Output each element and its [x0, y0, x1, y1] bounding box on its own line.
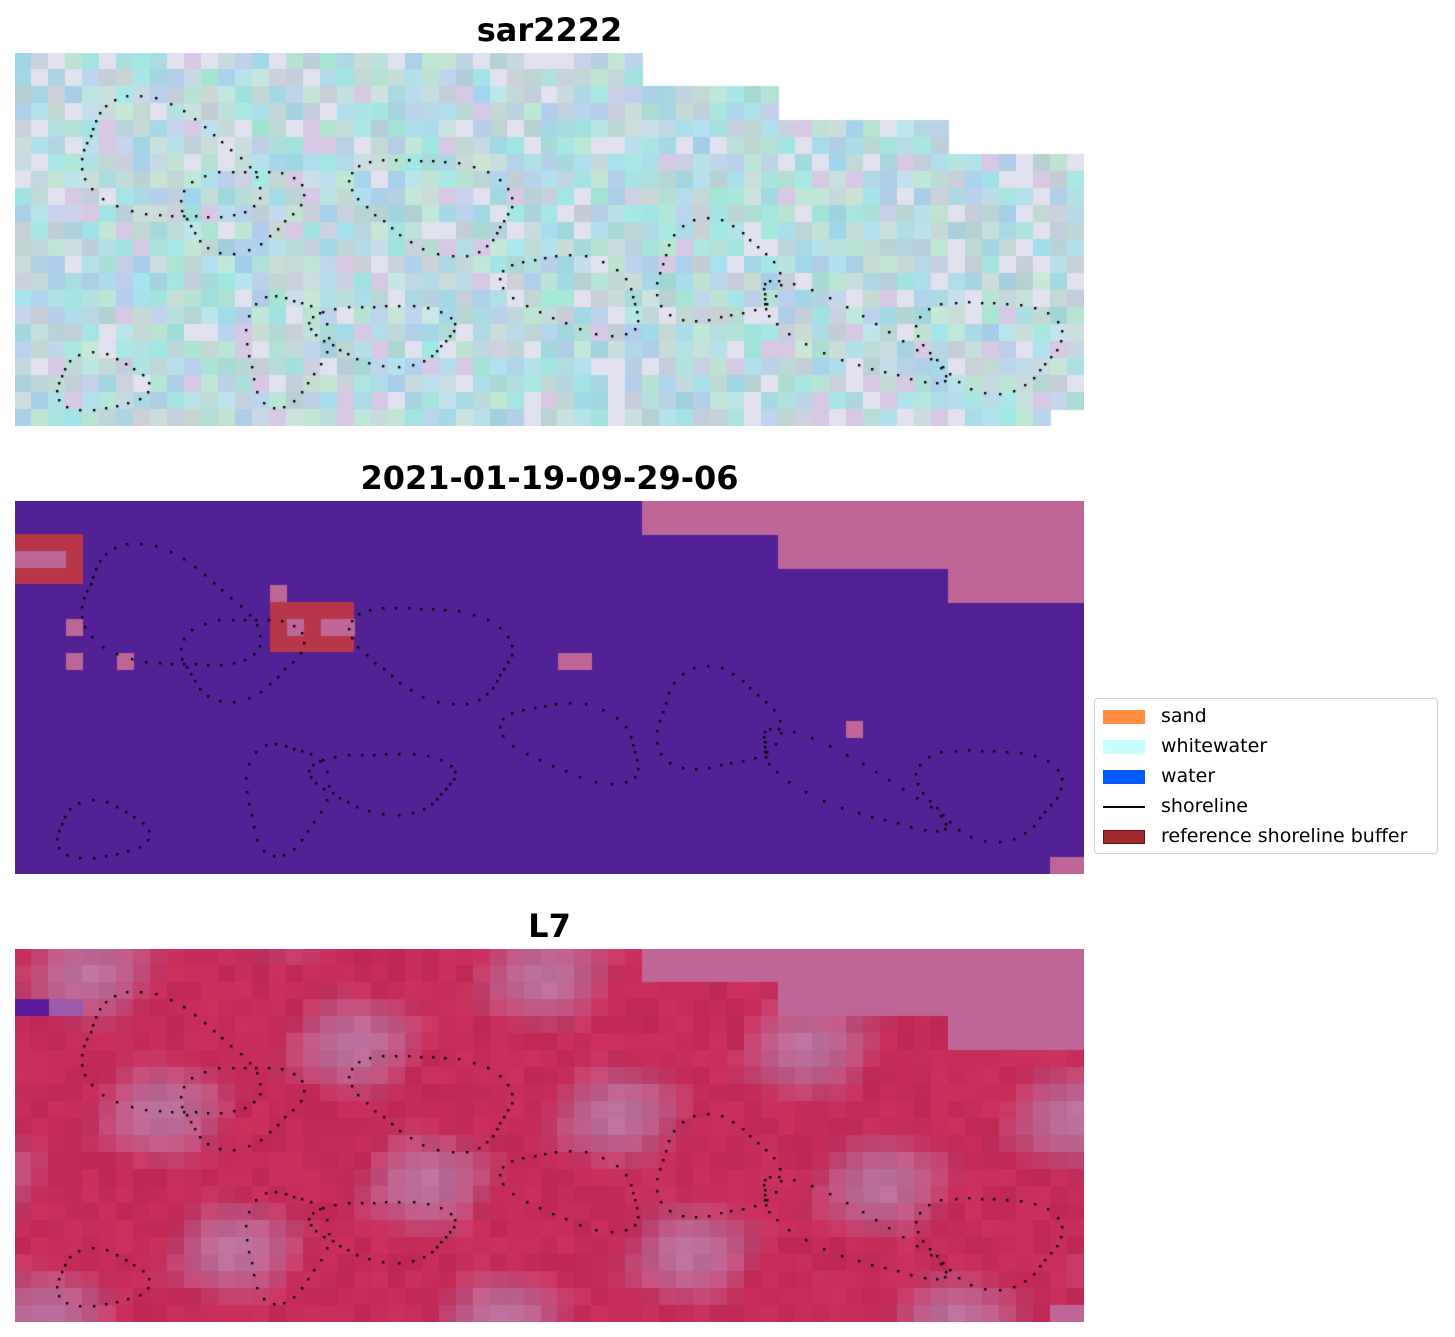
legend-item-water: water — [1095, 761, 1437, 791]
sand-swatch-icon — [1103, 710, 1145, 724]
legend-label-sand: sand — [1161, 705, 1207, 727]
panel-title-sar: sar2222 — [476, 11, 623, 49]
legend-label-buffer: reference shoreline buffer — [1161, 825, 1408, 847]
legend-label-water: water — [1161, 765, 1216, 787]
water-swatch-icon — [1103, 770, 1145, 784]
legend-item-buffer: reference shoreline buffer — [1095, 821, 1437, 851]
classification-image — [15, 501, 1084, 874]
panel-title-l7: L7 — [528, 907, 571, 945]
classification-panel — [15, 501, 1084, 874]
legend: sand whitewater water shoreline referenc… — [1094, 698, 1438, 854]
shoreline-line-icon — [1103, 806, 1145, 808]
index-panel — [15, 949, 1084, 1322]
whitewater-swatch-icon — [1103, 740, 1145, 754]
legend-label-whitewater: whitewater — [1161, 735, 1268, 757]
legend-label-shoreline: shoreline — [1161, 795, 1248, 817]
sar-image — [15, 53, 1084, 426]
panel-title-date: 2021-01-19-09-29-06 — [360, 459, 739, 497]
buffer-swatch-icon — [1103, 830, 1145, 844]
legend-item-sand: sand — [1095, 701, 1437, 731]
index-image — [15, 949, 1084, 1322]
legend-item-whitewater: whitewater — [1095, 731, 1437, 761]
legend-item-shoreline: shoreline — [1095, 791, 1437, 821]
sar-image-panel — [15, 53, 1084, 426]
